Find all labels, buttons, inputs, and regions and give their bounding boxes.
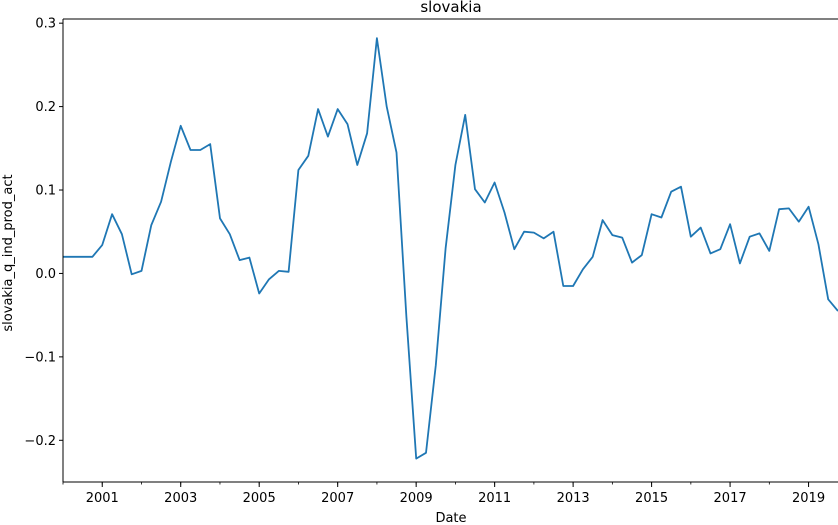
plot-area (62, 18, 838, 483)
x-tick-label: 2007 (321, 491, 354, 506)
y-tick-label: −0.2 (24, 434, 56, 449)
x-tick-label: 2017 (714, 491, 747, 506)
y-axis-label: slovakia_q_ind_prod_act (1, 174, 16, 331)
y-tick-label: −0.1 (24, 350, 56, 365)
x-tick-label: 2015 (635, 491, 668, 506)
x-tick-label: 2019 (792, 491, 825, 506)
x-tick-label: 2003 (164, 491, 197, 506)
y-tick-label: 0.2 (35, 100, 56, 115)
y-tick-label: 0.0 (35, 267, 56, 282)
x-tick-label: 2005 (243, 491, 276, 506)
x-tick-label: 2001 (86, 491, 119, 506)
y-tick-label: 0.3 (35, 17, 56, 32)
x-axis: 2001 2003 2005 2007 2009 2011 2013 2015 2017 2019 (62, 482, 825, 506)
chart-title: slovakia (420, 0, 481, 16)
x-tick-label: 2013 (557, 491, 590, 506)
x-tick-label: 2009 (400, 491, 433, 506)
y-tick-label: 0.1 (35, 184, 56, 199)
x-tick-label: 2011 (478, 491, 511, 506)
series-line (63, 37, 838, 460)
y-axis: −0.2 −0.1 0.0 0.1 0.2 0.3 (24, 17, 63, 449)
x-axis-label: Date (435, 511, 466, 525)
